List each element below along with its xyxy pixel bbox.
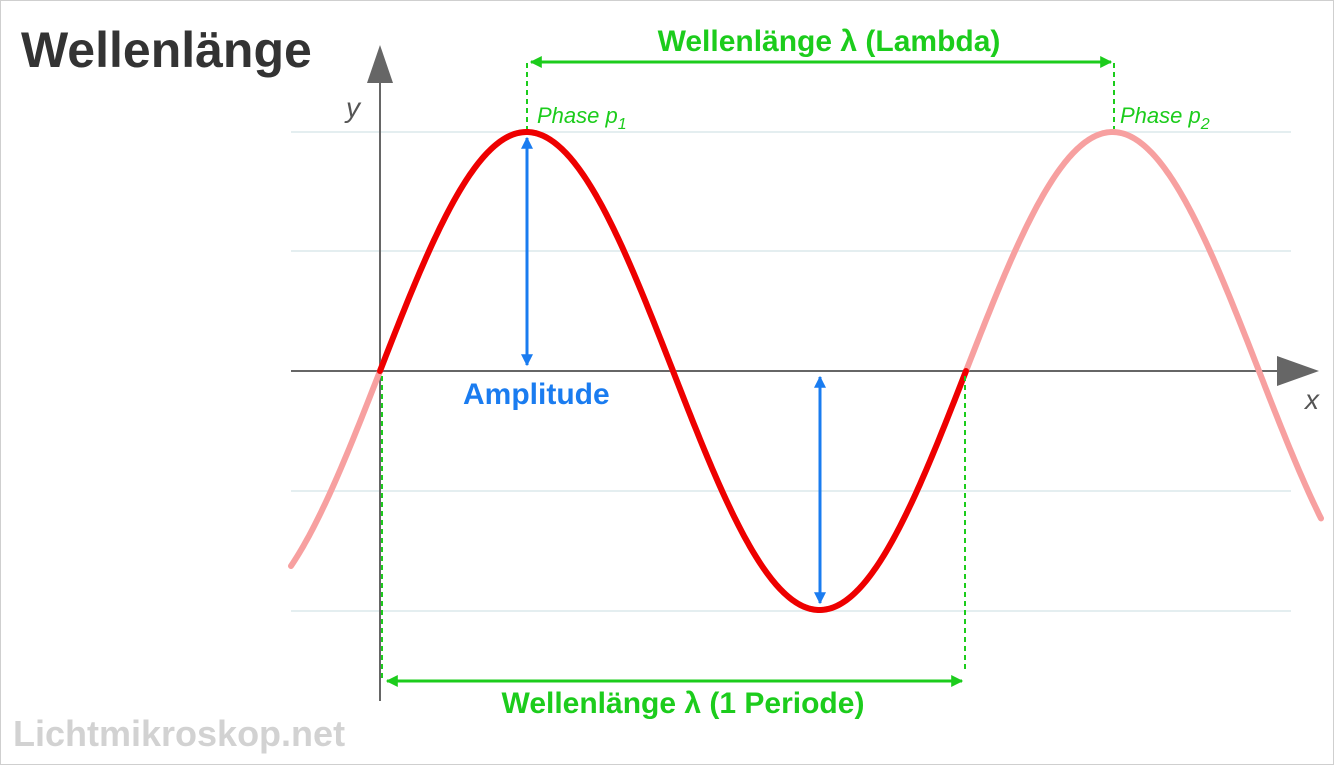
dashed-guides	[381, 63, 1115, 681]
watermark: Lichtmikroskop.net	[13, 713, 345, 754]
phase-2-text: Phase p	[1120, 103, 1201, 128]
wavelength-period-label: Wellenlänge λ (1 Periode)	[502, 687, 865, 720]
phase-2-label: Phase p2	[1120, 103, 1210, 133]
wave-main-period	[377, 129, 969, 613]
phase-1-subscript: 1	[618, 116, 627, 133]
y-axis-label: y	[344, 92, 362, 123]
x-axis-label: x	[1303, 384, 1320, 415]
phase-2-subscript: 2	[1200, 116, 1210, 133]
phase-1-label: Phase p1	[537, 103, 627, 133]
wavelength-lambda-label: Wellenlänge λ (Lambda)	[658, 25, 1001, 58]
phase-1-text: Phase p	[537, 103, 618, 128]
y-axis-arrowhead	[367, 45, 393, 83]
amplitude-label: Amplitude	[463, 378, 610, 411]
page-title: Wellenlänge	[21, 22, 312, 78]
x-axis-arrowhead	[1277, 356, 1319, 386]
